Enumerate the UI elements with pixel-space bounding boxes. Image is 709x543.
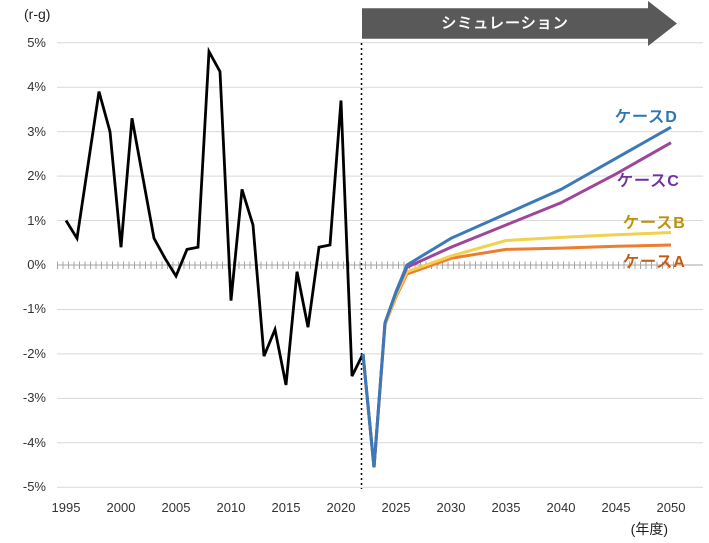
- x-tick-label: 2030: [436, 500, 466, 515]
- historical-line: [64, 46, 365, 386]
- y-tick-label: -1%: [22, 301, 46, 317]
- x-tick-label: 2015: [271, 500, 301, 515]
- case-b-label: ケースB: [623, 215, 686, 232]
- y-tick-label: -4%: [22, 434, 46, 450]
- y-tick-label: 1%: [27, 212, 46, 228]
- y-tick-label: 2%: [27, 168, 46, 184]
- case-a-line: [361, 243, 672, 468]
- case-c-line: [361, 141, 672, 468]
- x-tick-label: 2040: [546, 500, 576, 515]
- x-tick-label: 2005: [161, 500, 191, 515]
- x-axis-title: (年度): [630, 521, 668, 537]
- y-tick-label: -3%: [22, 390, 46, 406]
- y-tick-label: 0%: [27, 257, 46, 272]
- y-tick-label: 5%: [27, 34, 46, 50]
- case-c-label: ケースC: [617, 173, 680, 190]
- x-tick-label: 2020: [326, 500, 356, 515]
- x-tick-label: 2025: [381, 500, 411, 515]
- simulation-banner-label: シミュレーション: [441, 15, 569, 32]
- case-d-line: [361, 125, 672, 468]
- y-tick-label: -5%: [22, 479, 46, 495]
- simulation-banner-arrow: シミュレーション: [362, 1, 677, 46]
- x-tick-label: 2035: [491, 500, 521, 515]
- case-a-label: ケースA: [623, 254, 686, 271]
- x-tick-label: 2000: [106, 500, 136, 515]
- x-tick-label: 2050: [656, 500, 686, 515]
- x-tick-label: 1995: [51, 500, 81, 515]
- case-d-label: ケースD: [615, 109, 678, 126]
- x-tick-label: 2045: [601, 500, 631, 515]
- y-axis-title: (r-g): [24, 6, 51, 22]
- x-tick-label: 2010: [216, 500, 246, 515]
- y-tick-label: 3%: [27, 123, 46, 139]
- y-tick-label: 4%: [27, 79, 46, 95]
- y-tick-label: -2%: [22, 345, 46, 361]
